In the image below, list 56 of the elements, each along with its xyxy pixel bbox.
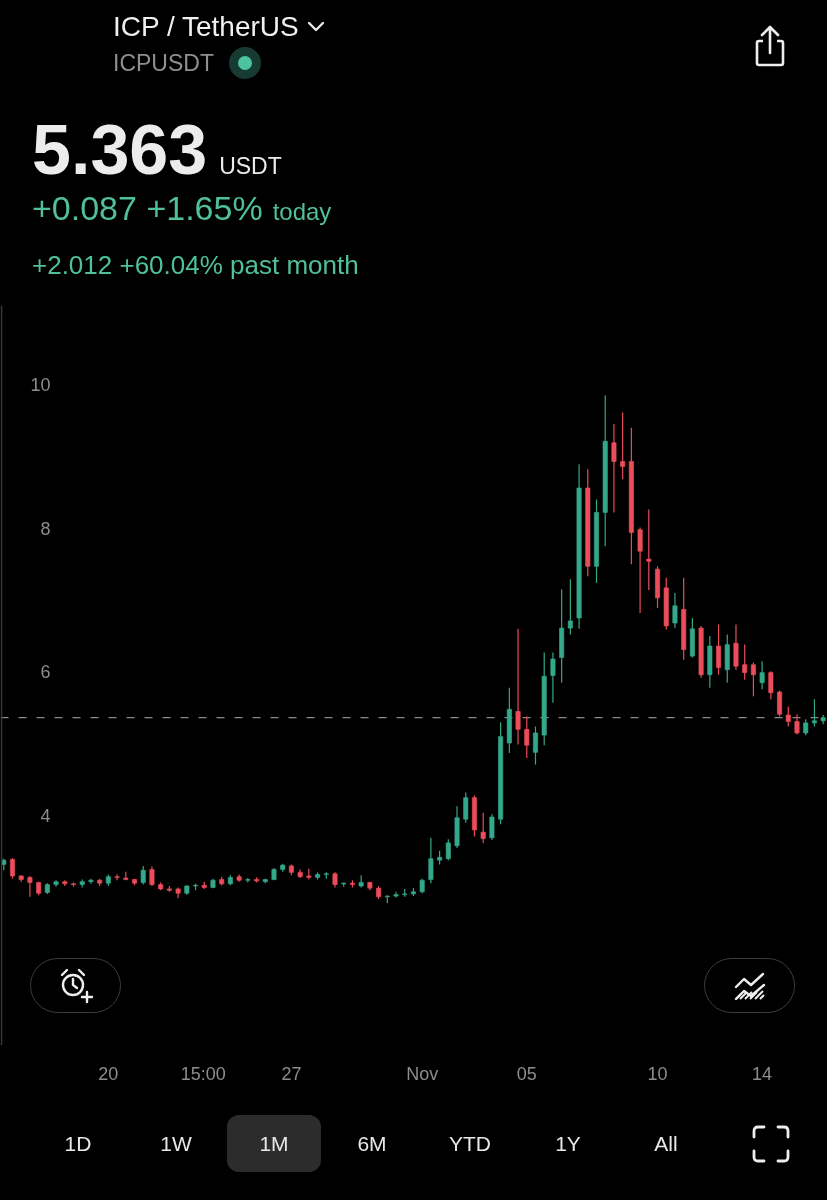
text: 5.363: [32, 111, 208, 189]
candlestick: [785, 705, 791, 728]
text: +2.012 +60.04% past month: [32, 250, 359, 280]
candlestick: [672, 592, 678, 629]
candlestick: [480, 812, 486, 844]
candlestick: [716, 623, 722, 676]
candlestick: [646, 508, 652, 591]
candlestick: [533, 725, 538, 766]
chart-title: ICP / TetherUS: [113, 11, 299, 42]
text: 1M: [259, 1132, 289, 1155]
x-tick-label: 10: [647, 1063, 668, 1084]
candlestick: [759, 660, 765, 690]
candlestick: [620, 411, 626, 480]
y-tick-label: 6: [40, 662, 51, 683]
candlestick: [10, 857, 15, 880]
candlestick: [750, 661, 756, 697]
text: All: [654, 1132, 678, 1155]
candlestick: [306, 868, 312, 881]
candlestick: [27, 875, 33, 898]
candlestick: [567, 578, 573, 636]
candlestick: [515, 628, 521, 746]
candlestick: [140, 865, 146, 886]
x-tick-label: 05: [516, 1063, 537, 1084]
candlestick: [88, 878, 94, 885]
candlestick: [445, 838, 451, 861]
text: USDT: [219, 153, 282, 179]
x-tick-label: 14: [752, 1063, 773, 1084]
candlestick: [611, 423, 617, 514]
candlestick: [811, 698, 817, 728]
candlestick: [777, 689, 783, 718]
x-tick-label: 20: [98, 1063, 119, 1084]
x-tick-label: 27: [281, 1063, 302, 1084]
candlestick: [742, 644, 748, 681]
x-tick-label: Nov: [406, 1063, 439, 1084]
text: today: [272, 198, 332, 225]
candlestick: [428, 837, 434, 884]
chart-subtitle: ICPUSDT: [113, 49, 214, 76]
text: YTD: [449, 1132, 491, 1155]
candlestick: [524, 715, 530, 759]
text: 6M: [357, 1132, 387, 1155]
candlestick: [550, 651, 556, 704]
candlestick: [489, 813, 495, 841]
candlestick: [463, 792, 469, 824]
text: 1D: [64, 1132, 92, 1155]
text: 1W: [160, 1132, 192, 1155]
x-tick-label: 15:00: [180, 1063, 226, 1084]
text: 1Y: [555, 1132, 581, 1155]
y-tick-label: 8: [40, 518, 51, 539]
candlestick: [768, 670, 774, 700]
candlestick: [637, 526, 643, 614]
y-tick-label: 10: [30, 375, 51, 396]
candlestick: [733, 623, 739, 671]
text: +0.087 +1.65%: [32, 189, 263, 227]
candlestick: [820, 714, 826, 725]
y-tick-label: 4: [40, 806, 51, 827]
candlestick: [149, 866, 155, 887]
